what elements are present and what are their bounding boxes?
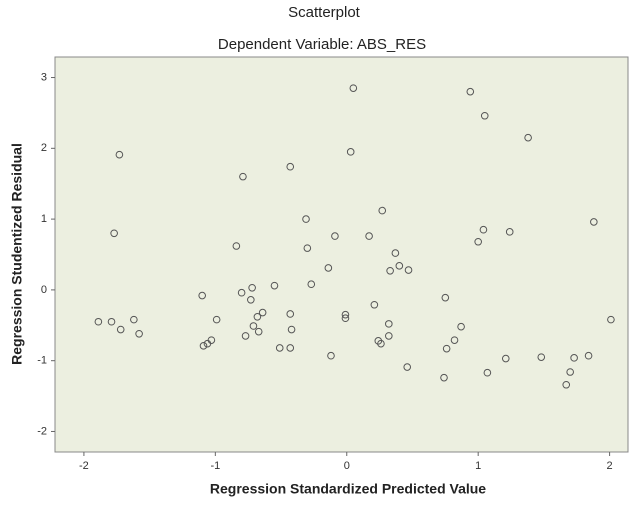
y-tick-label: 2 [41, 142, 47, 154]
x-axis-label: Regression Standardized Predicted Value [210, 481, 486, 497]
y-tick-label: 3 [41, 71, 47, 83]
y-tick-label: -1 [37, 355, 47, 367]
y-tick-label: 1 [41, 213, 47, 225]
y-axis-label: Regression Studentized Residual [9, 143, 25, 365]
plot-area [55, 57, 628, 452]
x-tick-label: 1 [475, 460, 481, 472]
y-tick-label: -2 [37, 425, 47, 437]
chart-subtitle: Dependent Variable: ABS_RES [218, 36, 426, 53]
x-tick-label: -1 [210, 460, 220, 472]
chart-title: Scatterplot [288, 4, 361, 21]
x-tick-label: 0 [344, 460, 350, 472]
y-tick-label: 0 [41, 284, 47, 296]
chart: Scatterplot Dependent Variable: ABS_RES … [0, 0, 633, 506]
x-tick-label: -2 [79, 460, 89, 472]
x-tick-label: 2 [607, 460, 613, 472]
